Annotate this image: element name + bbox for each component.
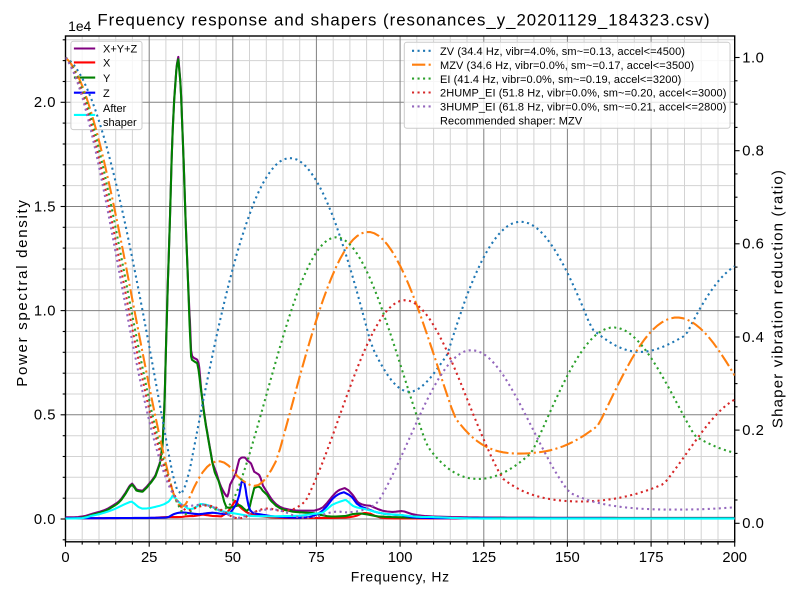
svg-text:Recommended shaper: MZV: Recommended shaper: MZV [440,116,583,128]
svg-text:1.5: 1.5 [34,199,56,215]
svg-text:0.8: 0.8 [742,144,764,160]
svg-text:0.6: 0.6 [742,237,764,253]
svg-text:50: 50 [225,550,241,566]
svg-text:MZV (34.6 Hz, vibr=0.0%, sm~=0: MZV (34.6 Hz, vibr=0.0%, sm~=0.17, accel… [440,60,694,72]
svg-text:X+Y+Z: X+Y+Z [103,44,138,56]
svg-text:Shaper vibration reduction (ra: Shaper vibration reduction (ratio) [770,169,787,428]
svg-text:Frequency response and shapers: Frequency response and shapers (resonanc… [97,10,710,29]
svg-text:1.0: 1.0 [742,50,764,66]
svg-text:0.0: 0.0 [34,512,56,528]
svg-text:After: After [103,103,127,115]
svg-text:125: 125 [471,550,496,566]
svg-text:0: 0 [61,550,69,566]
svg-text:0.5: 0.5 [34,408,56,424]
svg-text:Y: Y [103,73,111,85]
svg-text:X: X [103,58,111,70]
svg-text:Power spectral density: Power spectral density [14,198,31,386]
svg-text:2.0: 2.0 [34,95,56,111]
svg-text:1.0: 1.0 [34,304,56,320]
svg-text:200: 200 [722,550,747,566]
svg-text:2HUMP_EI (51.8 Hz, vibr=0.0%,: 2HUMP_EI (51.8 Hz, vibr=0.0%, sm~=0.20, … [440,88,726,100]
svg-text:Z: Z [103,88,110,100]
svg-text:100: 100 [388,550,413,566]
svg-text:150: 150 [555,550,580,566]
svg-text:Frequency, Hz: Frequency, Hz [351,569,450,585]
svg-text:0.2: 0.2 [742,423,764,439]
svg-text:shaper: shaper [103,117,137,129]
svg-text:1e4: 1e4 [68,18,91,34]
svg-text:0.0: 0.0 [742,516,764,532]
svg-text:175: 175 [639,550,664,566]
svg-text:0.4: 0.4 [742,330,764,346]
svg-text:3HUMP_EI (61.8 Hz, vibr=0.0%,: 3HUMP_EI (61.8 Hz, vibr=0.0%, sm~=0.21, … [440,102,726,114]
svg-text:ZV (34.4 Hz, vibr=4.0%, sm~=0.: ZV (34.4 Hz, vibr=4.0%, sm~=0.13, accel<… [440,46,685,58]
svg-text:25: 25 [141,550,157,566]
svg-text:75: 75 [308,550,324,566]
svg-text:EI (41.4 Hz, vibr=0.0%, sm~=0.: EI (41.4 Hz, vibr=0.0%, sm~=0.19, accel<… [440,74,681,86]
